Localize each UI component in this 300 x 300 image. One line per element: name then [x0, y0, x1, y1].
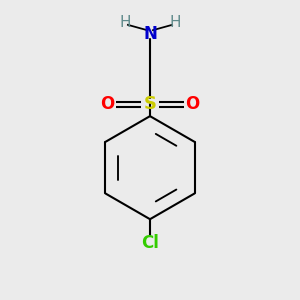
Text: H: H: [169, 15, 181, 30]
Text: S: S: [143, 95, 157, 113]
Text: O: O: [100, 95, 114, 113]
Text: N: N: [143, 25, 157, 43]
Text: H: H: [119, 15, 131, 30]
Text: O: O: [186, 95, 200, 113]
Text: Cl: Cl: [141, 234, 159, 252]
